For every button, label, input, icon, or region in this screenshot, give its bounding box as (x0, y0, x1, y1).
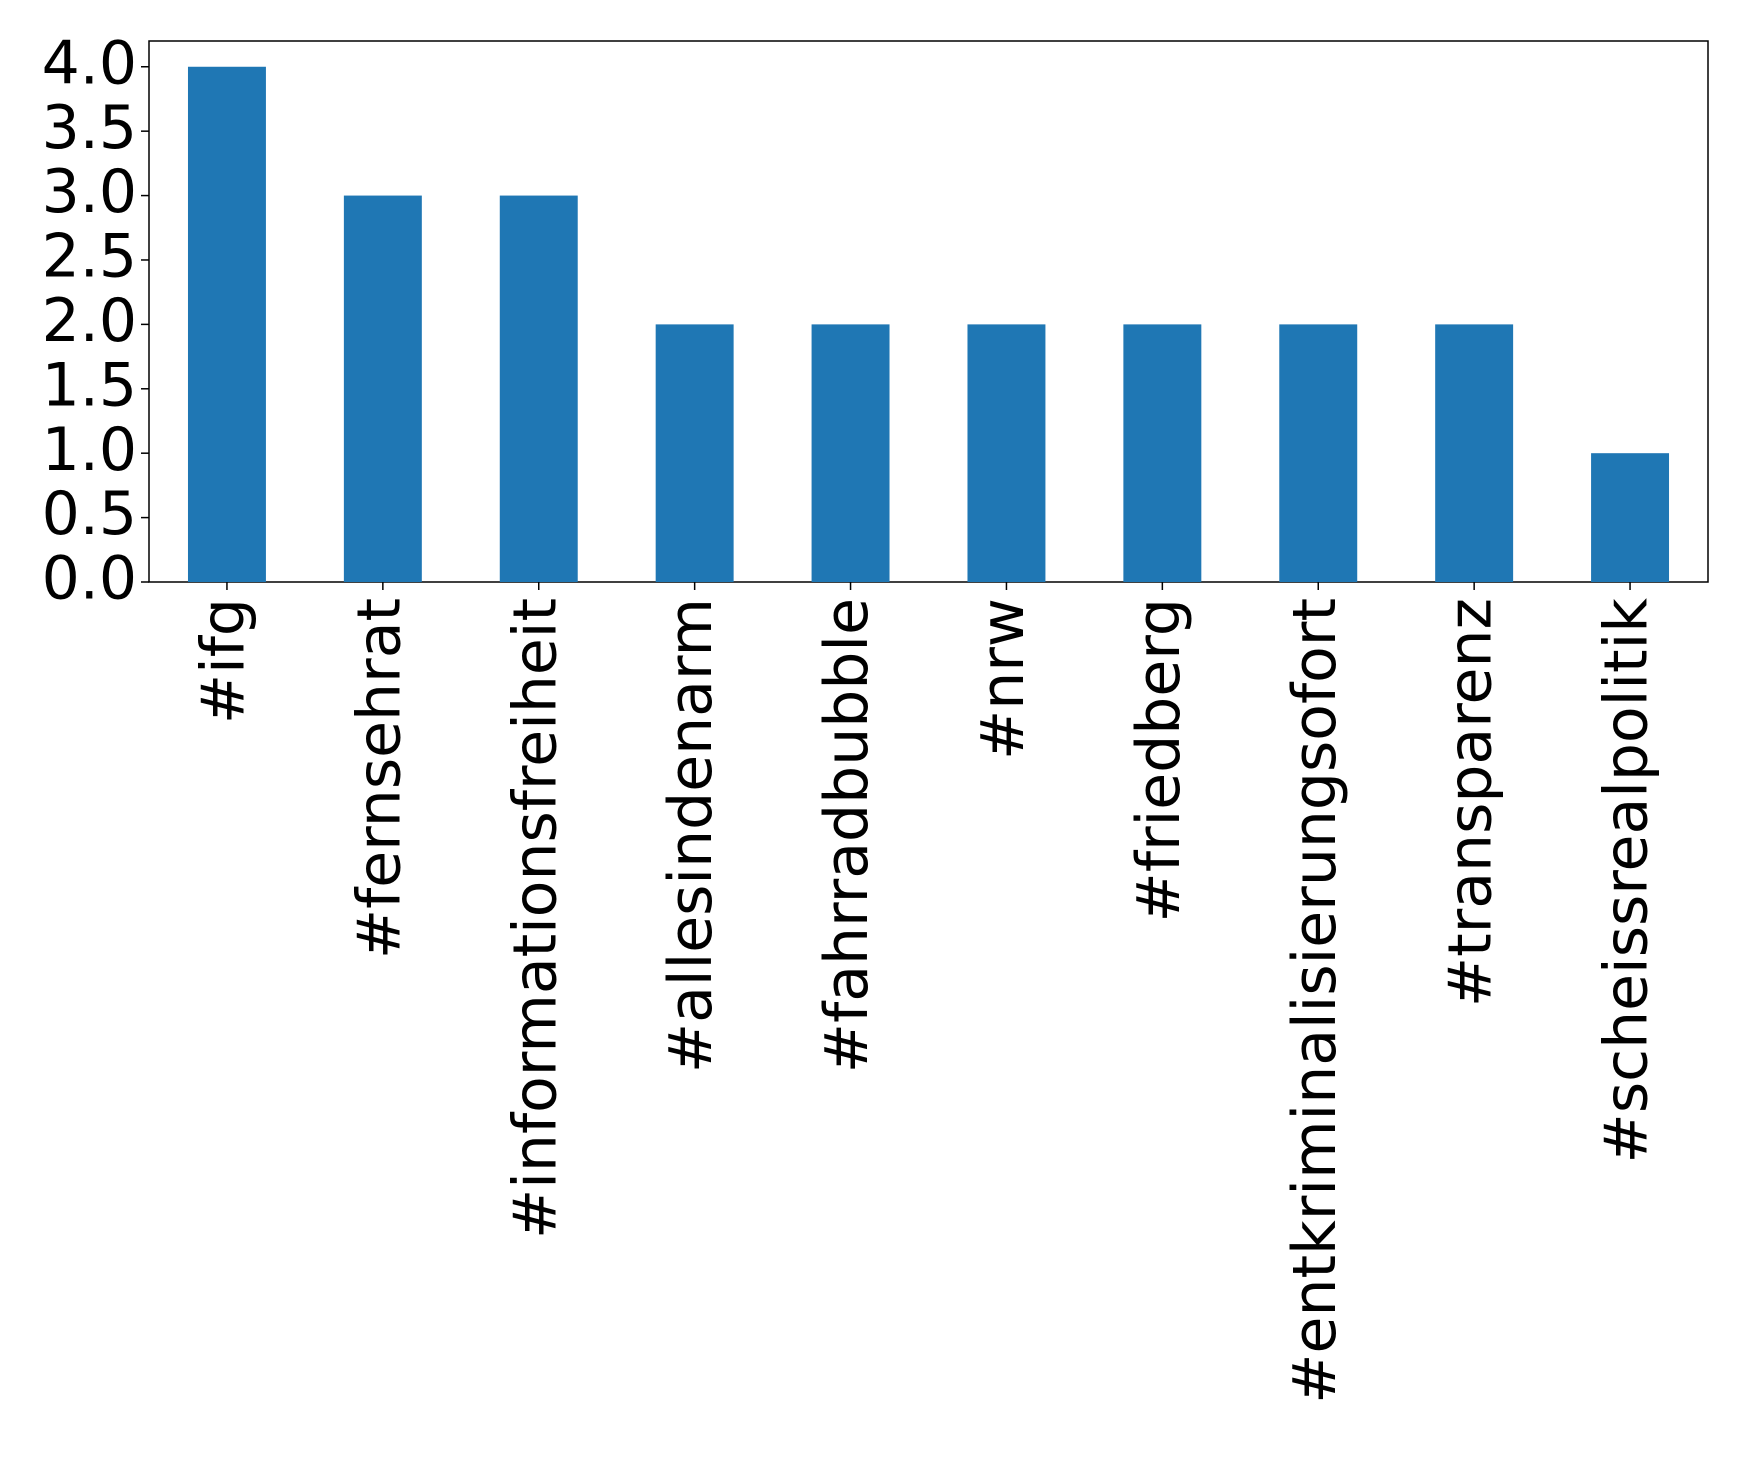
x-tick-label: #informationsfreiheit (500, 598, 570, 1239)
bar (655, 324, 734, 582)
bar (967, 324, 1046, 582)
bar (499, 195, 578, 583)
x-tick-label: #friedberg (1124, 598, 1194, 922)
bar (811, 324, 890, 582)
y-tick-label: 2.5 (42, 222, 137, 292)
x-tick-label: #entkriminalisierungsofort (1280, 598, 1350, 1404)
bar (1435, 324, 1514, 582)
x-tick-label: #nrw (968, 598, 1038, 760)
y-tick-label: 2.0 (42, 286, 137, 356)
bar (343, 195, 422, 583)
y-tick-label: 3.5 (42, 93, 137, 163)
plot-frame (148, 40, 1709, 583)
y-tick-label: 1.5 (42, 350, 137, 420)
y-tick-label: 0.5 (42, 479, 137, 549)
x-tick-label: #fernsehrat (344, 598, 414, 959)
x-tick-label: #transparenz (1436, 598, 1506, 1007)
x-tick-label: #scheissrealpolitik (1592, 598, 1662, 1164)
bar (1591, 453, 1670, 582)
bar (1123, 324, 1202, 582)
y-tick-label: 3.0 (42, 157, 137, 227)
x-tick-label: #allesindenarm (656, 598, 726, 1073)
y-tick-label: 4.0 (42, 28, 137, 98)
x-tick-label: #fahrradbubble (812, 598, 882, 1073)
y-tick-label: 1.0 (42, 415, 137, 485)
bar (1279, 324, 1358, 582)
x-tick-label: #ifg (189, 598, 259, 724)
bar (187, 66, 266, 582)
y-tick-label: 0.0 (42, 544, 137, 614)
